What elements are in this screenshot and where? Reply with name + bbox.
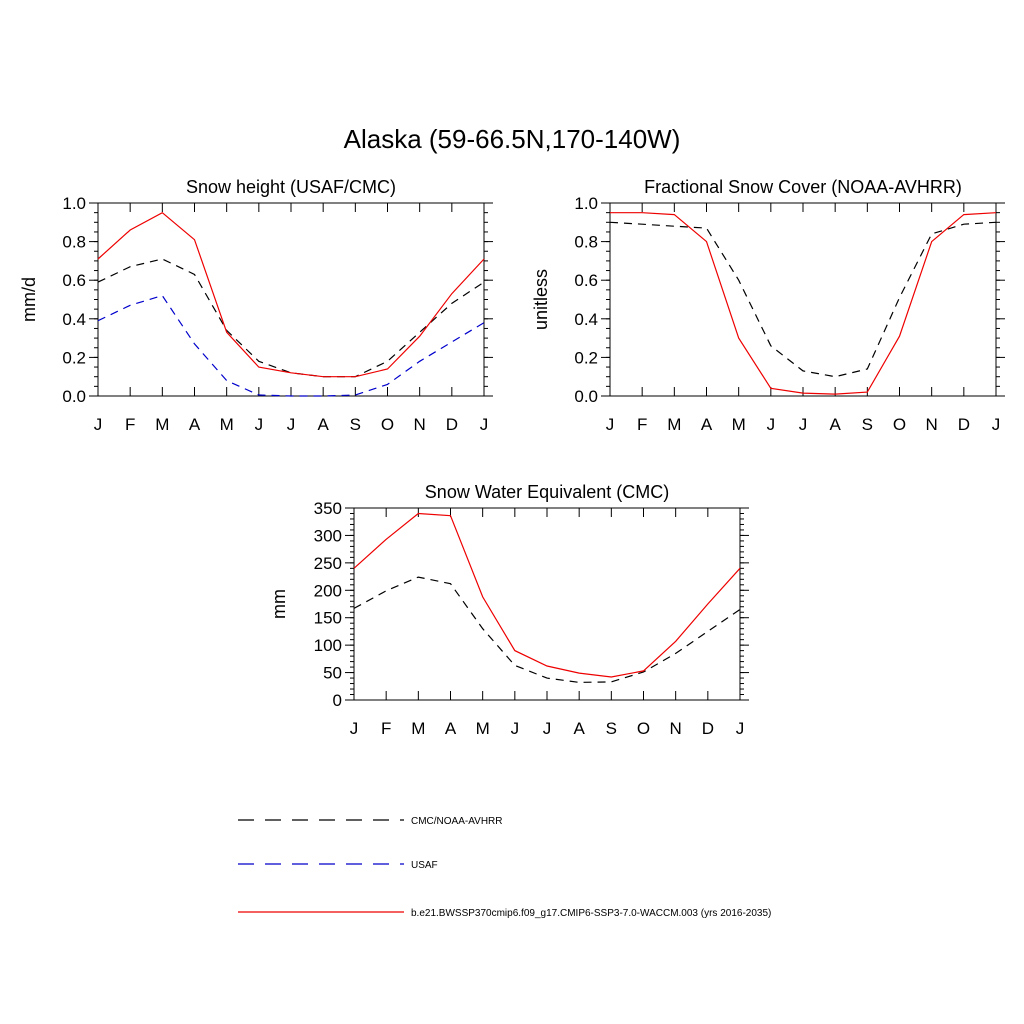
series-line-usaf bbox=[97, 294, 485, 397]
series-line-obs bbox=[97, 258, 485, 378]
y-tick-label: 1.0 bbox=[62, 194, 86, 213]
y-tick-label: 0.8 bbox=[574, 233, 598, 252]
series-line-model bbox=[97, 211, 485, 378]
x-tick-label: J bbox=[992, 415, 1001, 434]
chart-fractional-snow-cover: Fractional Snow Cover (NOAA-AVHRR) unitle… bbox=[531, 177, 1005, 434]
x-tick-label: M bbox=[155, 415, 169, 434]
x-tick-label: N bbox=[926, 415, 938, 434]
x-tick-label: F bbox=[637, 415, 647, 434]
x-tick-label: F bbox=[381, 719, 391, 738]
x-tick-label: O bbox=[637, 719, 650, 738]
y-tick-label: 200 bbox=[314, 581, 342, 600]
series-line-model bbox=[353, 512, 741, 678]
plot-frame bbox=[353, 507, 741, 701]
y-axis-label: unitless bbox=[531, 269, 551, 330]
y-tick-label: 0 bbox=[333, 691, 342, 710]
x-tick-label: J bbox=[255, 415, 264, 434]
x-tick-label: S bbox=[606, 719, 617, 738]
x-tick-label: J bbox=[767, 415, 776, 434]
panel-title: Fractional Snow Cover (NOAA-AVHRR) bbox=[644, 177, 962, 197]
x-tick-label: A bbox=[317, 415, 329, 434]
chart-snow-water-equivalent: Snow Water Equivalent (CMC)mmJ F M A M J J A S O N… bbox=[269, 482, 749, 738]
x-tick-label: M bbox=[667, 415, 681, 434]
y-tick-label: 0.0 bbox=[574, 387, 598, 406]
y-tick-label: 0.6 bbox=[62, 271, 86, 290]
legend-label-usaf: USAF bbox=[411, 860, 438, 871]
plot-frame bbox=[97, 202, 485, 397]
y-tick-label: 0.4 bbox=[574, 310, 598, 329]
x-tick-label: S bbox=[350, 415, 361, 434]
y-tick-label: 100 bbox=[314, 636, 342, 655]
x-tick-label: A bbox=[445, 719, 457, 738]
x-tick-label: N bbox=[414, 415, 426, 434]
figure-title: Alaska (59-66.5N,170-140W) bbox=[344, 124, 681, 154]
panel-title: Snow height (USAF/CMC) bbox=[186, 177, 396, 197]
legend-label-model: b.e21.BWSSP370cmip6.f09_g17.CMIP6-SSP3-7… bbox=[411, 908, 771, 919]
x-tick-label: J bbox=[350, 719, 359, 738]
y-tick-label: 0.6 bbox=[574, 271, 598, 290]
x-tick-label: O bbox=[893, 415, 906, 434]
y-tick-label: 0.4 bbox=[62, 310, 86, 329]
y-tick-label: 0.0 bbox=[62, 387, 86, 406]
x-tick-label: A bbox=[189, 415, 201, 434]
y-tick-label: 0.2 bbox=[62, 348, 86, 367]
x-tick-label: J bbox=[94, 415, 103, 434]
x-tick-label: D bbox=[702, 719, 714, 738]
x-tick-label: J bbox=[287, 415, 296, 434]
x-tick-label: J bbox=[799, 415, 808, 434]
x-tick-label: J bbox=[736, 719, 745, 738]
y-tick-label: 0.2 bbox=[574, 348, 598, 367]
x-tick-label: D bbox=[446, 415, 458, 434]
y-axis-label: mm bbox=[269, 589, 289, 619]
y-tick-label: 350 bbox=[314, 499, 342, 518]
panel-title: Snow Water Equivalent (CMC) bbox=[425, 482, 669, 502]
x-tick-label: J bbox=[511, 719, 520, 738]
x-tick-label: F bbox=[125, 415, 135, 434]
legend-label-obs: CMC/NOAA-AVHRR bbox=[411, 816, 502, 827]
series-line-model bbox=[610, 212, 997, 395]
x-tick-label: M bbox=[476, 719, 490, 738]
series-line-obs bbox=[609, 221, 997, 378]
series-line-obs bbox=[353, 576, 741, 684]
x-tick-label: M bbox=[220, 415, 234, 434]
x-tick-label: M bbox=[732, 415, 746, 434]
x-tick-label: J bbox=[543, 719, 552, 738]
x-tick-label: A bbox=[829, 415, 841, 434]
x-tick-label: J bbox=[606, 415, 615, 434]
chart-snow-height: Snow height (USAF/CMC)mm/dJ F M A M J J A S O N D J0… bbox=[19, 177, 493, 434]
x-tick-label: A bbox=[573, 719, 585, 738]
x-tick-label: A bbox=[701, 415, 713, 434]
x-tick-label: M bbox=[411, 719, 425, 738]
y-tick-label: 250 bbox=[314, 554, 342, 573]
x-tick-label: S bbox=[862, 415, 873, 434]
y-tick-label: 150 bbox=[314, 609, 342, 628]
y-tick-label: 1.0 bbox=[574, 194, 598, 213]
legend: CMC/NOAA-AVHRR USAF b.e21.BWSSP370cmip6.f0… bbox=[238, 816, 771, 919]
x-tick-label: O bbox=[381, 415, 394, 434]
y-tick-label: 300 bbox=[314, 526, 342, 545]
x-tick-label: N bbox=[670, 719, 682, 738]
x-tick-label: J bbox=[480, 415, 489, 434]
y-axis-label: mm/d bbox=[19, 277, 39, 322]
x-tick-label: D bbox=[958, 415, 970, 434]
y-tick-label: 50 bbox=[323, 664, 342, 683]
y-tick-label: 0.8 bbox=[62, 233, 86, 252]
